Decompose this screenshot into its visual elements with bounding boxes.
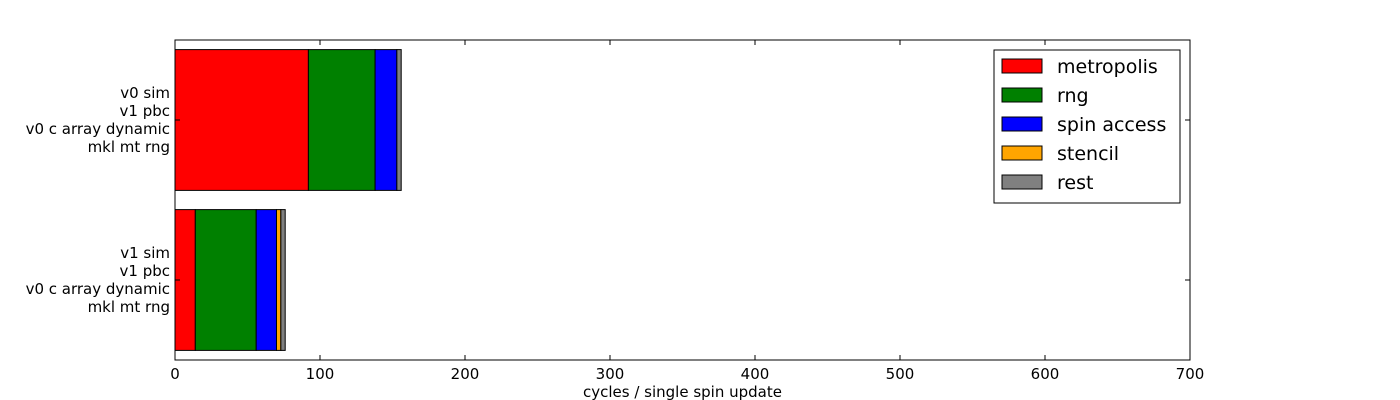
category-label-0-2: v0 c array dynamic [26, 280, 170, 298]
legend-label-rng: rng [1057, 85, 1089, 107]
x-tick-label-6: 600 [1031, 365, 1060, 383]
category-label-0-0: v1 sim [120, 244, 170, 262]
bar-rest-0 [280, 209, 286, 351]
legend-swatch-metropolis [1001, 58, 1043, 74]
legend-label-stencil: stencil [1057, 143, 1119, 165]
legend: metropolis rng spin access stencil rest [993, 49, 1181, 204]
bar-stencil-0 [276, 209, 282, 351]
category-label-1-1: v1 pbc [120, 102, 170, 120]
category-label-0-3: mkl mt rng [88, 298, 170, 316]
legend-swatch-spin-access [1001, 116, 1043, 132]
legend-swatch-rng [1001, 87, 1043, 103]
legend-label-spin-access: spin access [1057, 114, 1166, 136]
x-tick-label-2: 200 [451, 365, 480, 383]
category-label-1-3: mkl mt rng [88, 138, 170, 156]
x-tick-label-5: 500 [886, 365, 915, 383]
legend-label-metropolis: metropolis [1057, 56, 1158, 78]
category-label-1-0: v0 sim [120, 84, 170, 102]
x-tick-label-1: 100 [306, 365, 335, 383]
bar-rest-1 [396, 49, 402, 191]
bar-spin-access-0 [255, 209, 278, 351]
legend-swatch-rest [1001, 174, 1043, 190]
bar-rng-0 [194, 209, 257, 351]
bar-metropolis-1 [174, 49, 309, 191]
x-tick-label-4: 400 [741, 365, 770, 383]
bar-rng-1 [307, 49, 376, 191]
bars-layer [174, 49, 402, 351]
x-tick-label-0: 0 [170, 365, 180, 383]
x-tick-label-3: 300 [596, 365, 625, 383]
bar-spin-access-1 [374, 49, 398, 191]
x-axis-label: cycles / single spin update [583, 383, 782, 400]
category-label-1-2: v0 c array dynamic [26, 120, 170, 138]
category-label-0-1: v1 pbc [120, 262, 170, 280]
x-axis: 0 100 200 300 400 500 600 700 [170, 40, 1204, 383]
legend-swatch-stencil [1001, 145, 1043, 161]
x-tick-label-7: 700 [1176, 365, 1205, 383]
legend-label-rest: rest [1057, 172, 1093, 194]
plot-frame [174, 39, 1191, 361]
